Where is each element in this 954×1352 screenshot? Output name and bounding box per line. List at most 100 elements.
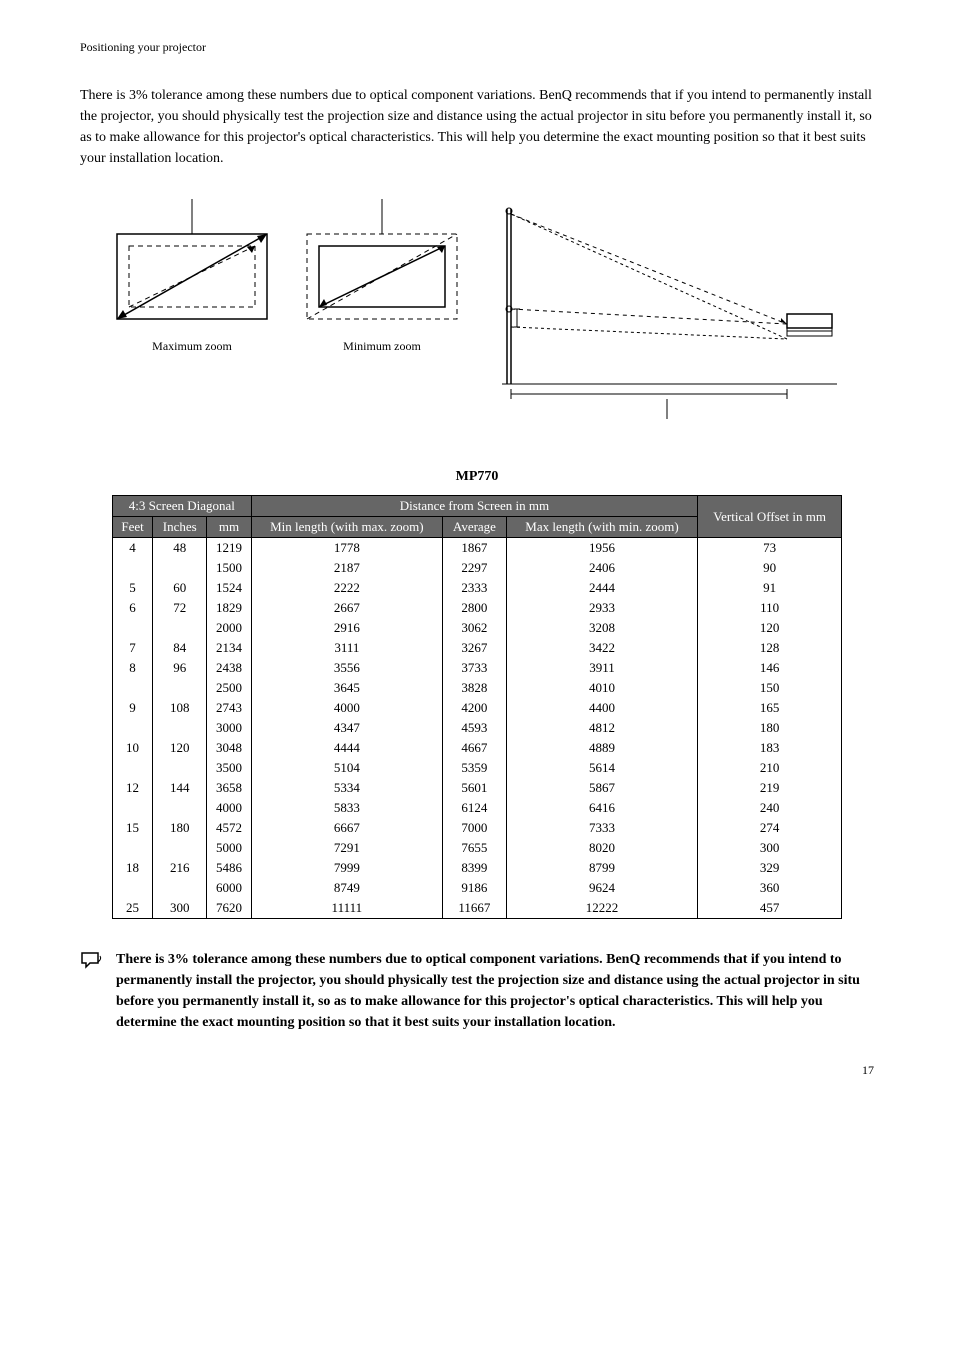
table-cell: 7291	[251, 838, 442, 858]
table-cell: 3911	[507, 658, 698, 678]
table-cell: 2438	[207, 658, 252, 678]
table-cell: 5359	[442, 758, 506, 778]
table-row: 560152422222333244491	[112, 578, 841, 598]
table-cell	[153, 618, 207, 638]
table-cell	[153, 798, 207, 818]
diagram-row: Maximum zoom Minimum zoom	[80, 199, 874, 419]
page-number: 17	[80, 1063, 874, 1078]
table-cell: 3645	[251, 678, 442, 698]
table-cell: 6416	[507, 798, 698, 818]
table-cell	[112, 718, 153, 738]
table-cell: 25	[112, 898, 153, 919]
table-cell: 108	[153, 698, 207, 718]
table-cell: 7999	[251, 858, 442, 878]
table-cell	[153, 678, 207, 698]
projection-table: 4:3 Screen Diagonal Distance from Screen…	[112, 495, 842, 919]
table-cell: 48	[153, 538, 207, 559]
table-cell: 5104	[251, 758, 442, 778]
table-cell: 5486	[207, 858, 252, 878]
table-cell: 144	[153, 778, 207, 798]
table-cell: 457	[697, 898, 841, 919]
diagram-label-min: Minimum zoom	[297, 339, 467, 354]
diagram-label-max: Maximum zoom	[107, 339, 277, 354]
table-cell	[112, 678, 153, 698]
table-cell: 5867	[507, 778, 698, 798]
table-cell: 10	[112, 738, 153, 758]
table-cell: 9	[112, 698, 153, 718]
table-cell: 1219	[207, 538, 252, 559]
col-group-diagonal: 4:3 Screen Diagonal	[112, 496, 251, 517]
table-cell: 4010	[507, 678, 698, 698]
table-cell: 90	[697, 558, 841, 578]
footnote-text: There is 3% tolerance among these number…	[116, 949, 874, 1033]
table-row: 101203048444446674889183	[112, 738, 841, 758]
table-cell: 2667	[251, 598, 442, 618]
table-cell: 110	[697, 598, 841, 618]
table-cell: 8749	[251, 878, 442, 898]
table-cell: 3658	[207, 778, 252, 798]
table-row: 7842134311132673422128	[112, 638, 841, 658]
col-group-distance: Distance from Screen in mm	[251, 496, 697, 517]
table-cell: 183	[697, 738, 841, 758]
col-inches: Inches	[153, 517, 207, 538]
table-cell: 2406	[507, 558, 698, 578]
diagram-side-view	[487, 199, 847, 419]
table-cell: 7655	[442, 838, 506, 858]
table-cell: 3062	[442, 618, 506, 638]
table-cell: 3500	[207, 758, 252, 778]
table-cell: 7333	[507, 818, 698, 838]
table-cell: 3733	[442, 658, 506, 678]
table-cell: 5000	[207, 838, 252, 858]
col-max: Max length (with min. zoom)	[507, 517, 698, 538]
table-cell: 8799	[507, 858, 698, 878]
table-cell: 7620	[207, 898, 252, 919]
table-cell: 274	[697, 818, 841, 838]
table-cell: 1500	[207, 558, 252, 578]
footnote: There is 3% tolerance among these number…	[80, 949, 874, 1033]
table-cell: 2916	[251, 618, 442, 638]
table-cell: 120	[153, 738, 207, 758]
table-row: 151804572666770007333274	[112, 818, 841, 838]
table-cell: 8	[112, 658, 153, 678]
table-row: 3000434745934812180	[112, 718, 841, 738]
table-cell: 146	[697, 658, 841, 678]
table-cell	[112, 838, 153, 858]
table-row: 91082743400042004400165	[112, 698, 841, 718]
intro-text: There is 3% tolerance among these number…	[80, 85, 874, 169]
table-cell: 4812	[507, 718, 698, 738]
table-cell: 11667	[442, 898, 506, 919]
table-cell: 3828	[442, 678, 506, 698]
table-cell: 240	[697, 798, 841, 818]
table-cell: 3556	[251, 658, 442, 678]
table-cell: 2500	[207, 678, 252, 698]
table-cell	[153, 838, 207, 858]
table-cell: 8399	[442, 858, 506, 878]
table-title: MP770	[80, 469, 874, 485]
table-row: 2500364538284010150	[112, 678, 841, 698]
table-cell: 4400	[507, 698, 698, 718]
table-cell: 6667	[251, 818, 442, 838]
table-cell: 120	[697, 618, 841, 638]
note-icon	[80, 949, 104, 969]
table-cell	[112, 798, 153, 818]
table-cell: 360	[697, 878, 841, 898]
table-cell: 4000	[207, 798, 252, 818]
diagram-max-zoom: Maximum zoom	[107, 199, 277, 354]
table-cell	[112, 878, 153, 898]
table-cell: 1778	[251, 538, 442, 559]
table-cell: 300	[153, 898, 207, 919]
table-row: 8962438355637333911146	[112, 658, 841, 678]
table-row: 150021872297240690	[112, 558, 841, 578]
diagram-min-zoom: Minimum zoom	[297, 199, 467, 354]
table-cell: 2134	[207, 638, 252, 658]
table-cell: 12	[112, 778, 153, 798]
table-cell: 9624	[507, 878, 698, 898]
table-cell: 5	[112, 578, 153, 598]
table-row: 2000291630623208120	[112, 618, 841, 638]
table-cell: 219	[697, 778, 841, 798]
table-cell	[153, 558, 207, 578]
table-cell: 5334	[251, 778, 442, 798]
table-cell: 2297	[442, 558, 506, 578]
col-feet: Feet	[112, 517, 153, 538]
table-cell: 180	[153, 818, 207, 838]
